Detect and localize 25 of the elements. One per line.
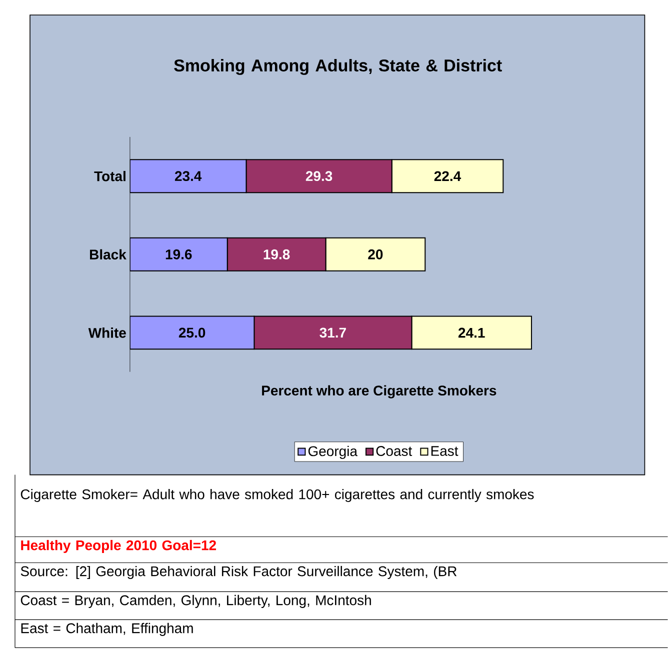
- y-tick-label: Total: [94, 171, 126, 182]
- data-label: 19.6: [166, 250, 192, 260]
- text: East = Chatham, Effingham: [21, 623, 193, 636]
- x-axis-title: Percent who are Cigarette Smokers: [262, 385, 496, 398]
- legend-label: East: [431, 446, 458, 456]
- text: Healthy People 2010 Goal=12: [21, 540, 216, 554]
- text: Coast = Bryan, Camden, Glynn, Liberty, Long, McIntosh: [20, 595, 371, 608]
- data-label: 20: [368, 250, 383, 260]
- source-note: Source: [2] Georgia Behavioral Risk Factor Surveillance System, (BR: [20, 566, 457, 580]
- y-tick-label: White: [88, 328, 126, 338]
- bar: [130, 238, 228, 272]
- data-label: 24.1: [458, 328, 485, 338]
- bar: [130, 316, 255, 350]
- data-label: 19.8: [264, 250, 290, 260]
- y-tick-label: Black: [90, 249, 126, 260]
- bar: [130, 159, 247, 194]
- chart-title: Smoking Among Adults, State & District: [174, 59, 502, 76]
- legend-label: Georgia: [308, 446, 358, 460]
- data-label: 29.3: [306, 171, 332, 182]
- text: Cigarette Smoker= Adult who have smoked 100+ cigarettes and currently smokes: [20, 489, 534, 502]
- legend-label: Coast: [376, 446, 412, 456]
- data-label: 25.0: [178, 328, 206, 338]
- data-label: 31.7: [320, 328, 346, 338]
- data-label: 23.4: [174, 171, 202, 182]
- data-label: 22.4: [434, 171, 462, 182]
